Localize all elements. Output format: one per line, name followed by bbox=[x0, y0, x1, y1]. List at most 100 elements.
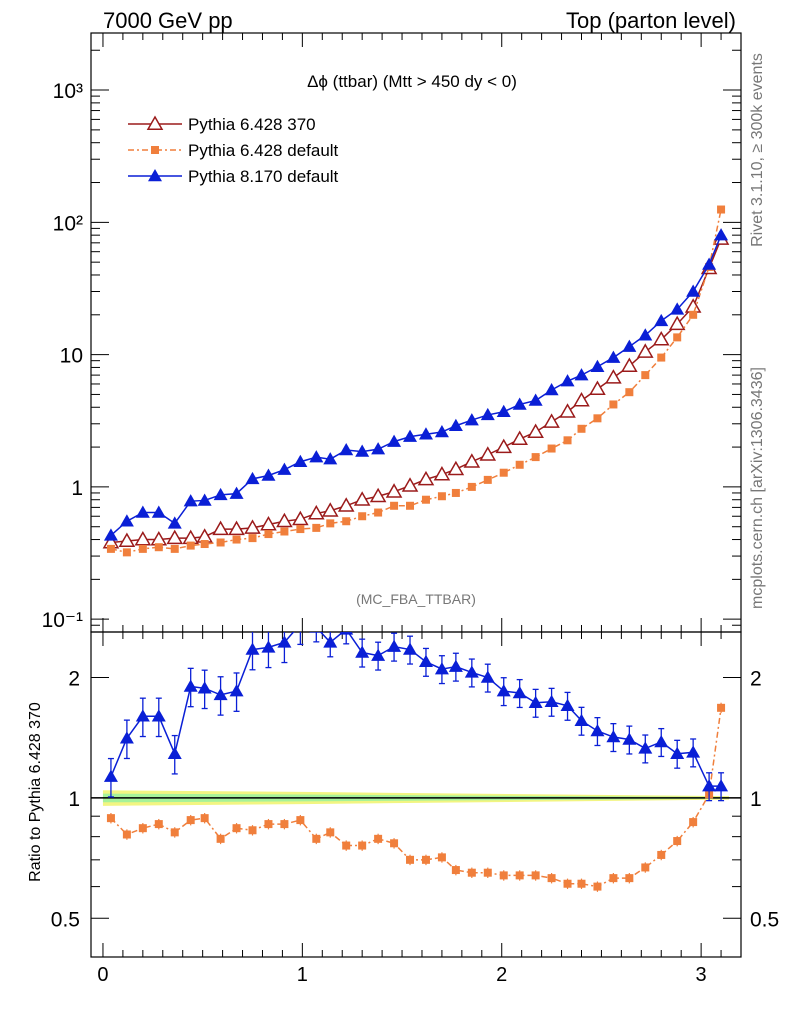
data-point bbox=[714, 228, 729, 241]
data-point bbox=[418, 654, 433, 668]
series-line bbox=[110, 209, 722, 554]
data-point bbox=[312, 834, 321, 843]
legend-item-pythia-6-428-370: Pythia 6.428 370 bbox=[128, 115, 316, 134]
x-tick-label: 0 bbox=[97, 964, 108, 986]
data-point bbox=[371, 648, 386, 661]
data-point bbox=[264, 820, 273, 829]
data-point bbox=[515, 460, 524, 469]
data-point bbox=[197, 493, 212, 506]
data-point bbox=[464, 665, 479, 678]
series-line bbox=[110, 707, 722, 888]
data-point bbox=[499, 871, 508, 880]
main-axis-ticks: 10⁻¹ 1 10 10² 10³ bbox=[42, 33, 742, 633]
data-point bbox=[369, 487, 387, 503]
data-point bbox=[212, 520, 229, 536]
data-point bbox=[122, 830, 131, 839]
data-point bbox=[228, 520, 245, 536]
data-point bbox=[573, 391, 590, 407]
data-point bbox=[622, 339, 637, 352]
y-tick-label: 10⁻¹ bbox=[42, 609, 83, 632]
data-point bbox=[154, 820, 163, 829]
ratio-y-tick-label-right: 0.5 bbox=[750, 908, 779, 931]
data-point bbox=[657, 353, 666, 362]
data-point bbox=[170, 544, 179, 553]
series-pythia-6-428-default bbox=[106, 702, 726, 892]
data-point bbox=[495, 438, 513, 454]
data-point bbox=[358, 512, 367, 521]
mcplots-label: mcplots.cern.ch [arXiv:1306.3436] bbox=[749, 367, 766, 609]
data-point bbox=[563, 879, 572, 888]
data-point bbox=[531, 871, 540, 880]
data-point bbox=[403, 429, 418, 442]
data-point bbox=[232, 824, 241, 833]
data-point bbox=[670, 302, 685, 315]
data-point bbox=[560, 374, 575, 387]
ratio-plot-frame bbox=[90, 631, 742, 958]
data-point bbox=[135, 505, 150, 518]
x-tick-label: 3 bbox=[696, 964, 707, 986]
data-point bbox=[433, 466, 451, 481]
data-point bbox=[483, 868, 492, 877]
data-point bbox=[326, 519, 335, 528]
ratio-y-tick-label: 2 bbox=[68, 668, 80, 691]
data-point bbox=[673, 837, 682, 846]
data-point bbox=[387, 639, 402, 652]
data-point bbox=[544, 383, 559, 396]
data-point bbox=[248, 826, 257, 835]
data-point bbox=[276, 512, 293, 528]
data-point bbox=[309, 450, 324, 463]
data-point bbox=[448, 418, 463, 431]
data-point bbox=[496, 684, 511, 697]
data-point bbox=[342, 841, 351, 850]
data-point bbox=[574, 368, 589, 381]
data-point bbox=[638, 741, 653, 754]
data-point bbox=[689, 310, 698, 319]
legend-item-pythia-6-428-default: Pythia 6.428 default bbox=[128, 141, 339, 160]
data-point bbox=[668, 315, 686, 331]
data-point bbox=[512, 685, 527, 699]
data-point bbox=[183, 494, 198, 507]
data-point bbox=[186, 816, 195, 825]
data-point bbox=[702, 257, 717, 270]
data-point bbox=[421, 855, 430, 864]
data-point bbox=[323, 635, 338, 648]
series-line bbox=[110, 234, 722, 536]
data-point bbox=[448, 659, 463, 672]
data-point bbox=[654, 313, 669, 327]
data-point bbox=[622, 732, 637, 745]
data-point bbox=[463, 453, 481, 468]
data-point bbox=[531, 453, 540, 462]
data-point bbox=[154, 543, 163, 552]
ratio-y-tick-label-right: 1 bbox=[750, 788, 762, 811]
data-point bbox=[401, 477, 419, 492]
series-line bbox=[110, 632, 722, 787]
data-point bbox=[138, 824, 147, 833]
data-point bbox=[515, 871, 524, 880]
ratio-axis-ticks: 0.5 0.5 1 1 2 2 bbox=[51, 632, 779, 958]
data-point bbox=[511, 430, 528, 446]
data-point bbox=[559, 403, 576, 418]
y-tick-label: 10 bbox=[60, 345, 83, 368]
analysis-watermark: (MC_FBA_TTBAR) bbox=[356, 591, 476, 607]
rivet-version-label: Rivet 3.1.10, ≥ 300k events bbox=[749, 53, 766, 247]
y-tick-label: 10³ bbox=[53, 80, 83, 103]
data-point bbox=[245, 471, 260, 485]
legend-label: Pythia 6.428 default bbox=[188, 141, 339, 160]
data-point bbox=[106, 544, 115, 553]
legend-marker bbox=[151, 146, 159, 154]
data-point bbox=[229, 684, 244, 697]
data-point bbox=[714, 779, 729, 792]
data-point bbox=[637, 343, 654, 358]
ratio-y-tick-label: 1 bbox=[68, 788, 80, 811]
data-point bbox=[406, 855, 415, 864]
data-point bbox=[280, 527, 289, 536]
data-point bbox=[670, 746, 685, 759]
data-point bbox=[216, 538, 225, 547]
data-point bbox=[390, 839, 399, 848]
data-point bbox=[296, 525, 305, 534]
data-point bbox=[406, 501, 415, 510]
data-point bbox=[689, 818, 698, 827]
series-pythia-6-428-370 bbox=[102, 230, 730, 549]
data-point bbox=[544, 694, 559, 707]
data-point bbox=[138, 544, 147, 553]
